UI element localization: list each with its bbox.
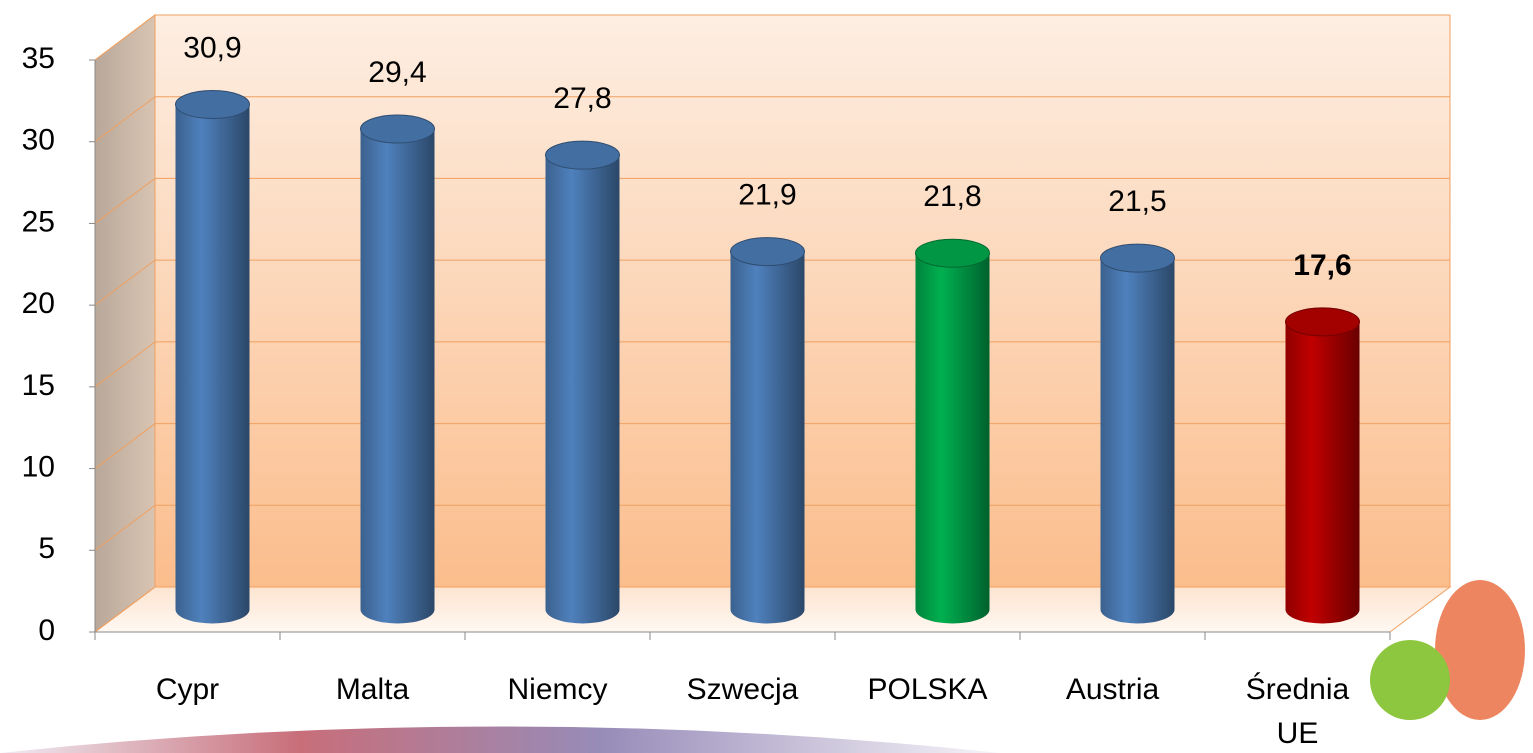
- side-wall: [94, 14, 156, 633]
- bar: [545, 155, 620, 624]
- bar-top: [915, 238, 990, 268]
- data-label: 17,6: [1293, 249, 1351, 282]
- bars: [175, 90, 1360, 624]
- y-tick-label: 30: [22, 124, 55, 157]
- x-tick-label: Austria: [1065, 673, 1160, 706]
- decor-apple: [1370, 640, 1450, 720]
- bar-top: [360, 114, 435, 144]
- bar-top: [730, 237, 805, 267]
- grid-line: [94, 504, 156, 551]
- x-tick-label: Średnia UE: [1245, 673, 1350, 750]
- bar-top: [1285, 307, 1360, 337]
- data-label: 29,4: [368, 56, 426, 89]
- grid-line: [94, 178, 156, 224]
- x-tick-label: Malta: [335, 673, 410, 706]
- bar: [175, 104, 250, 624]
- grid-line: [94, 14, 156, 61]
- data-label: 30,9: [183, 31, 241, 64]
- y-tick-label: 20: [22, 287, 55, 320]
- bar-top: [175, 90, 250, 120]
- grid-line: [94, 586, 156, 633]
- x-tick-label: POLSKA: [867, 673, 988, 706]
- x-tick-label: Cypr: [155, 673, 220, 706]
- bar: [730, 251, 805, 624]
- y-tick-label: 15: [22, 369, 55, 402]
- grid-line: [94, 423, 156, 469]
- data-label: 21,5: [1108, 185, 1166, 218]
- y-tick-label: 10: [22, 450, 55, 483]
- data-label: 21,9: [738, 179, 796, 212]
- data-label: 27,8: [553, 82, 611, 115]
- bar: [360, 129, 435, 624]
- grid-line: [94, 259, 156, 306]
- y-tick-label: 0: [38, 614, 55, 647]
- y-tick-label: 5: [38, 532, 55, 565]
- y-tick-label: 35: [22, 42, 55, 75]
- bar: [915, 253, 990, 624]
- decor-band: [0, 726, 1000, 753]
- x-tick-label: Niemcy: [507, 673, 608, 706]
- decor-juice: [1435, 580, 1525, 720]
- data-label: 21,8: [923, 180, 981, 213]
- bar: [1100, 258, 1175, 624]
- y-tick-label: 25: [22, 205, 55, 238]
- bar: [1285, 321, 1360, 624]
- bar-top: [545, 140, 620, 170]
- grid-line: [94, 341, 156, 388]
- bar-top: [1100, 243, 1175, 273]
- x-tick-label: Szwecja: [686, 673, 799, 706]
- grid-line: [94, 96, 156, 143]
